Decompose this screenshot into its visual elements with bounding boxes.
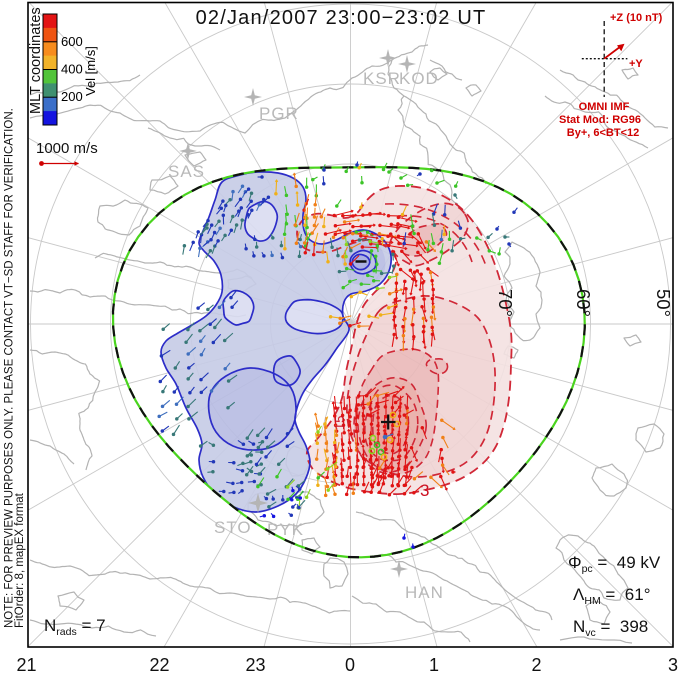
svg-text:PYK: PYK — [267, 520, 304, 539]
svg-text:60°: 60° — [573, 289, 594, 317]
svg-text:Nvc = 398: Nvc = 398 — [573, 617, 648, 639]
svg-text:21: 21 — [16, 655, 36, 674]
svg-text:3: 3 — [420, 481, 429, 500]
svg-text:70°: 70° — [495, 289, 516, 317]
svg-text:MLT coordinates: MLT coordinates — [28, 7, 44, 114]
svg-text:0: 0 — [345, 655, 355, 674]
svg-text:+Y: +Y — [629, 58, 643, 70]
svg-text:OMNI IMF: OMNI IMF — [579, 101, 630, 113]
svg-text:200: 200 — [61, 89, 83, 104]
svg-text:15: 15 — [332, 416, 347, 430]
svg-text:50°: 50° — [653, 289, 674, 317]
svg-text:By+, 6<BT<12: By+, 6<BT<12 — [567, 127, 639, 139]
svg-text:FitOrder: 8, mapEX format: FitOrder: 8, mapEX format — [14, 492, 26, 628]
svg-text:2: 2 — [531, 655, 541, 674]
svg-text:Stat Mod: RG96: Stat Mod: RG96 — [559, 114, 641, 126]
svg-text:400: 400 — [61, 62, 83, 77]
svg-text:600: 600 — [61, 34, 83, 49]
svg-text:KSR: KSR — [363, 69, 401, 88]
svg-text:3: 3 — [668, 655, 678, 674]
svg-text:22: 22 — [149, 655, 169, 674]
svg-text:+Z (10 nT): +Z (10 nT) — [610, 12, 663, 24]
svg-text:NOTE: FOR PREVIEW PURPOSES ONL: NOTE: FOR PREVIEW PURPOSES ONLY. PLEASE … — [4, 108, 16, 628]
svg-text:Vel [m/s]: Vel [m/s] — [83, 46, 98, 96]
svg-text:HAN: HAN — [405, 583, 444, 602]
svg-text:STO: STO — [214, 518, 252, 537]
svg-text:KOD: KOD — [399, 69, 439, 88]
svg-text:23: 23 — [245, 655, 265, 674]
svg-text:1000 m/s: 1000 m/s — [36, 140, 98, 157]
svg-text:SAS: SAS — [168, 162, 205, 181]
svg-text:02/Jan/2007 23:00−23:02 UT: 02/Jan/2007 23:00−23:02 UT — [196, 7, 487, 29]
svg-text:1: 1 — [429, 655, 439, 674]
svg-text:PGR: PGR — [259, 104, 299, 123]
